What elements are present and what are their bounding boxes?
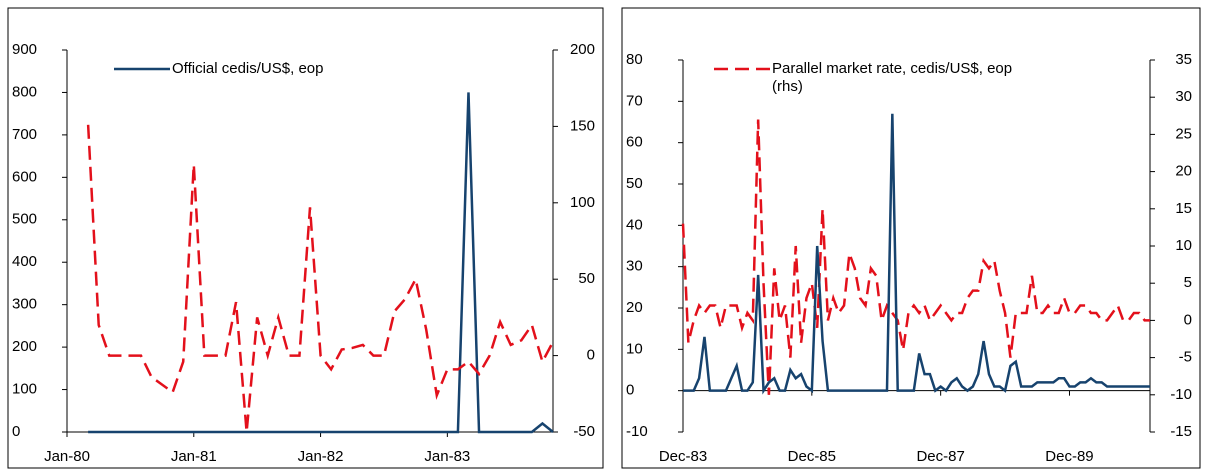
y2-tick-label: 5: [1184, 274, 1192, 291]
y-tick-label: 10: [626, 340, 643, 357]
x-tick-label: Jan-81: [171, 448, 217, 465]
y2-tick-label: 100: [570, 194, 595, 211]
y2-tick-label: -15: [1170, 423, 1192, 440]
y2-tick-label: 0: [587, 347, 595, 364]
y-tick-label: 60: [626, 134, 643, 151]
y-tick-label: 20: [626, 299, 643, 316]
y-tick-label: 700: [12, 126, 37, 143]
y2-tick-label: 200: [570, 41, 595, 58]
y2-tick-label: 0: [1184, 311, 1192, 328]
series-line: [681, 119, 1150, 395]
y-tick-label: 200: [12, 338, 37, 355]
y2-tick-label: 25: [1175, 125, 1192, 142]
x-tick-label: Dec-89: [1045, 448, 1093, 465]
y2-tick-label: 150: [570, 117, 595, 134]
panel-frame: [7, 7, 604, 469]
y-tick-label: 0: [626, 382, 634, 399]
y-tick-label: 0: [12, 423, 20, 440]
y-tick-label: 100: [12, 381, 37, 398]
x-tick-label: Dec-83: [659, 448, 707, 465]
y-tick-label: 800: [12, 83, 37, 100]
x-tick-label: Dec-85: [788, 448, 836, 465]
x-tick-label: Jan-80: [44, 448, 90, 465]
y-tick-label: 50: [626, 175, 643, 192]
legend-swatch: [114, 67, 170, 71]
y-tick-label: 40: [626, 216, 643, 233]
y-tick-label: 70: [626, 92, 643, 109]
y-tick-label: 400: [12, 253, 37, 270]
y2-tick-label: 20: [1175, 163, 1192, 180]
legend-label: Official cedis/US$, eop: [172, 60, 324, 77]
x-tick-label: Dec-87: [916, 448, 964, 465]
y-tick-label: 30: [626, 258, 643, 275]
legend: Official cedis/US$, eop: [112, 60, 402, 78]
legend-swatch: [714, 67, 770, 71]
y-tick-label: 80: [626, 51, 643, 68]
y-tick-label: -10: [626, 423, 648, 440]
y2-tick-label: 35: [1175, 51, 1192, 68]
legend-label: Parallel market rate, cedis/US$, eop (rh…: [772, 60, 1013, 95]
series-line: [88, 92, 554, 434]
y2-tick-label: 15: [1175, 200, 1192, 217]
y2-tick-label: 30: [1175, 88, 1192, 105]
y2-tick-label: -10: [1170, 386, 1192, 403]
y2-tick-label: -50: [573, 423, 595, 440]
y2-tick-label: -5: [1179, 349, 1192, 366]
y2-tick-label: 50: [578, 270, 595, 287]
y2-tick-label: 10: [1175, 237, 1192, 254]
y-tick-label: 900: [12, 41, 37, 58]
y-tick-label: 600: [12, 168, 37, 185]
legend: Parallel market rate, cedis/US$, eop (rh…: [712, 60, 1034, 96]
series-line: [683, 113, 1150, 395]
panel-frame: [621, 7, 1201, 469]
y-tick-label: 300: [12, 296, 37, 313]
y-tick-label: 500: [12, 211, 37, 228]
x-tick-label: Jan-83: [424, 448, 470, 465]
series-line: [86, 124, 555, 433]
x-tick-label: Jan-82: [298, 448, 344, 465]
